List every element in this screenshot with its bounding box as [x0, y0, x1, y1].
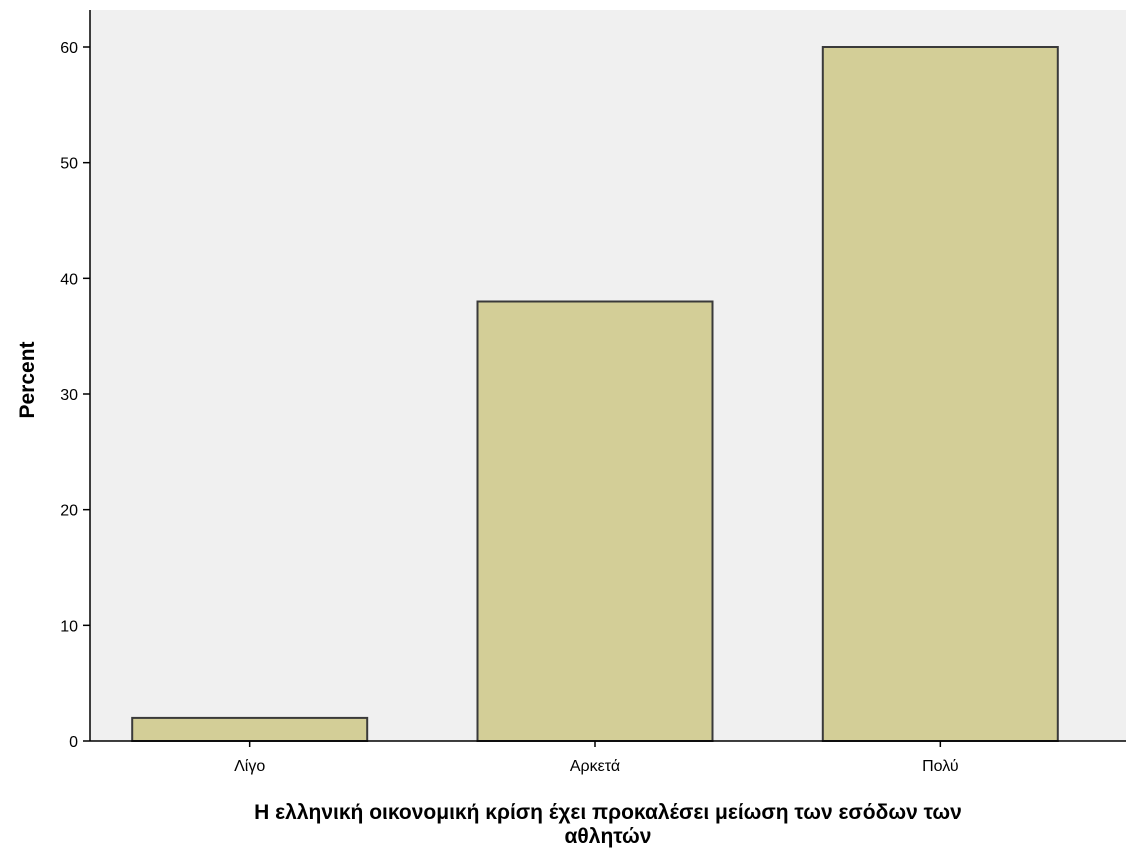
y-tick-label: 60: [60, 40, 78, 57]
x-ticks-group: Λίγο Αρκετά Πολύ: [234, 741, 959, 775]
bar-0: [131, 716, 369, 743]
y-ticks-group: 0 10 20 30 40 50 60: [60, 40, 90, 751]
bar-2: [821, 46, 1059, 742]
y-tick-label: 50: [60, 156, 78, 173]
x-axis-title-line-1: Η ελληνική οικονομική κρίση έχει προκαλέ…: [254, 801, 962, 824]
x-tick-label: Αρκετά: [570, 758, 620, 775]
bars-group: [131, 46, 1059, 743]
y-tick-label: 10: [60, 618, 78, 635]
y-tick-label: 20: [60, 503, 78, 520]
y-tick-label: 30: [60, 387, 78, 404]
bar-1: [476, 300, 714, 742]
axes-group: [89, 10, 1126, 742]
y-axis-title: Percent: [16, 341, 39, 418]
y-tick-label: 0: [69, 734, 78, 751]
x-tick-label: Πολύ: [922, 758, 959, 775]
x-tick-label: Λίγο: [234, 758, 265, 775]
y-tick-label: 40: [60, 271, 78, 288]
x-axis-title-line-2: αθλητών: [565, 825, 652, 848]
